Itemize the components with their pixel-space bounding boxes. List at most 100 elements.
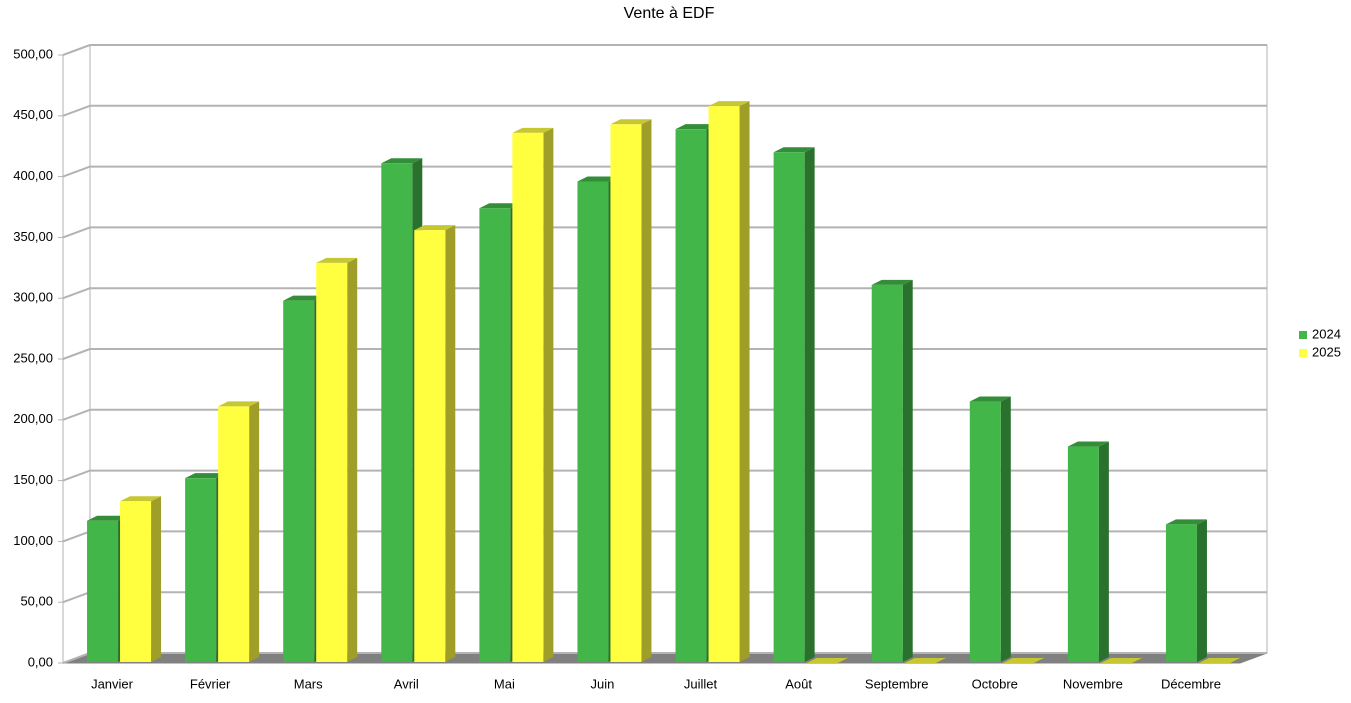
bar-top: [87, 515, 129, 521]
grid-line: [62, 287, 91, 300]
grid-line: [62, 104, 91, 117]
chart-title: Vente à EDF: [624, 5, 715, 22]
bar: [218, 401, 260, 662]
x-tick-label: Octobre: [972, 676, 1018, 691]
bar-top: [1198, 658, 1240, 663]
bar-top: [1067, 441, 1109, 447]
x-tick-label: Septembre: [865, 676, 929, 691]
y-tick-label: 150,00: [13, 472, 53, 487]
y-tick-label: 250,00: [13, 350, 53, 365]
grid-line: [62, 408, 91, 421]
x-tick-label: Décembre: [1161, 676, 1221, 691]
bar-top: [1002, 658, 1044, 663]
y-tick-label: 400,00: [13, 168, 53, 183]
bar-front: [708, 106, 740, 662]
bar: [773, 147, 815, 662]
bar-side: [641, 119, 652, 662]
bar: [1100, 657, 1142, 663]
x-tick-label: Février: [190, 676, 231, 691]
y-tick-label: 300,00: [13, 290, 53, 305]
bar-top: [577, 176, 619, 182]
bar-front: [185, 478, 217, 662]
bar-front: [316, 262, 348, 662]
bar-top: [479, 203, 521, 209]
grid-line: [62, 469, 91, 482]
bar: [806, 657, 848, 663]
bar-side: [1098, 441, 1109, 662]
bar-top: [969, 396, 1011, 402]
bar-top: [283, 295, 325, 301]
bar: [871, 279, 913, 662]
bar-front: [120, 501, 152, 662]
grid-line: [62, 591, 91, 604]
x-tick-label: Mars: [294, 676, 323, 691]
legend-swatch: [1299, 331, 1307, 339]
bar-front: [87, 520, 119, 662]
bar: [1067, 441, 1109, 662]
bar-front: [512, 132, 544, 663]
legend-label: 2025: [1312, 344, 1341, 359]
bar-top: [708, 101, 750, 107]
bar: [512, 127, 554, 663]
bar-side: [249, 401, 260, 662]
bar: [120, 496, 162, 662]
legend-swatch: [1299, 349, 1307, 357]
bar-top: [218, 401, 260, 407]
grid-line: [62, 348, 91, 360]
bar-front: [1067, 446, 1099, 662]
bar-top: [806, 658, 848, 663]
y-tick-label: 500,00: [13, 46, 53, 61]
grid-line: [62, 165, 91, 178]
grid-line: [62, 652, 91, 664]
bar: [904, 657, 946, 663]
x-tick-label: Juin: [591, 676, 615, 691]
legend-label: 2024: [1312, 326, 1341, 341]
bar-front: [577, 181, 609, 663]
x-tick-label: Mai: [494, 676, 515, 691]
bar-front: [773, 152, 805, 662]
grid-line: [62, 530, 91, 543]
bar: [414, 225, 456, 662]
bar-top: [904, 658, 946, 663]
y-tick-label: 350,00: [13, 229, 53, 244]
bar: [1198, 657, 1240, 663]
bar-top: [1100, 658, 1142, 663]
y-tick-label: 450,00: [13, 107, 53, 122]
bar-side: [445, 225, 456, 662]
bar: [708, 101, 750, 662]
bar-front: [610, 124, 642, 662]
bar-top: [414, 225, 456, 231]
bar-top: [871, 279, 913, 285]
bar: [316, 257, 358, 662]
x-tick-label: Avril: [394, 676, 419, 691]
bar-front: [675, 129, 707, 662]
y-tick-label: 0,00: [28, 654, 53, 669]
bar-side: [543, 127, 554, 663]
bar-front: [381, 163, 413, 662]
grid-line: [62, 44, 91, 56]
bar-side: [739, 101, 750, 662]
bar-top: [185, 473, 227, 479]
bar: [969, 396, 1011, 662]
bar-top: [381, 158, 423, 164]
bar-front: [479, 208, 511, 662]
bar-front: [218, 406, 250, 662]
y-tick-label: 100,00: [13, 533, 53, 548]
bar-top: [610, 119, 652, 125]
bar-top: [316, 257, 358, 263]
bar-front: [871, 284, 903, 662]
bar-front: [283, 300, 315, 662]
grid-line: [62, 226, 91, 239]
bar-side: [347, 257, 358, 662]
bar-front: [1165, 524, 1197, 662]
bar-front: [414, 230, 446, 662]
bar-top: [773, 147, 815, 153]
bar: [610, 119, 652, 662]
y-tick-label: 50,00: [20, 594, 53, 609]
y-tick-label: 200,00: [13, 411, 53, 426]
bar-top: [1165, 519, 1207, 525]
bar-side: [1196, 519, 1207, 662]
x-tick-label: Janvier: [91, 676, 134, 691]
x-tick-label: Août: [785, 676, 812, 691]
